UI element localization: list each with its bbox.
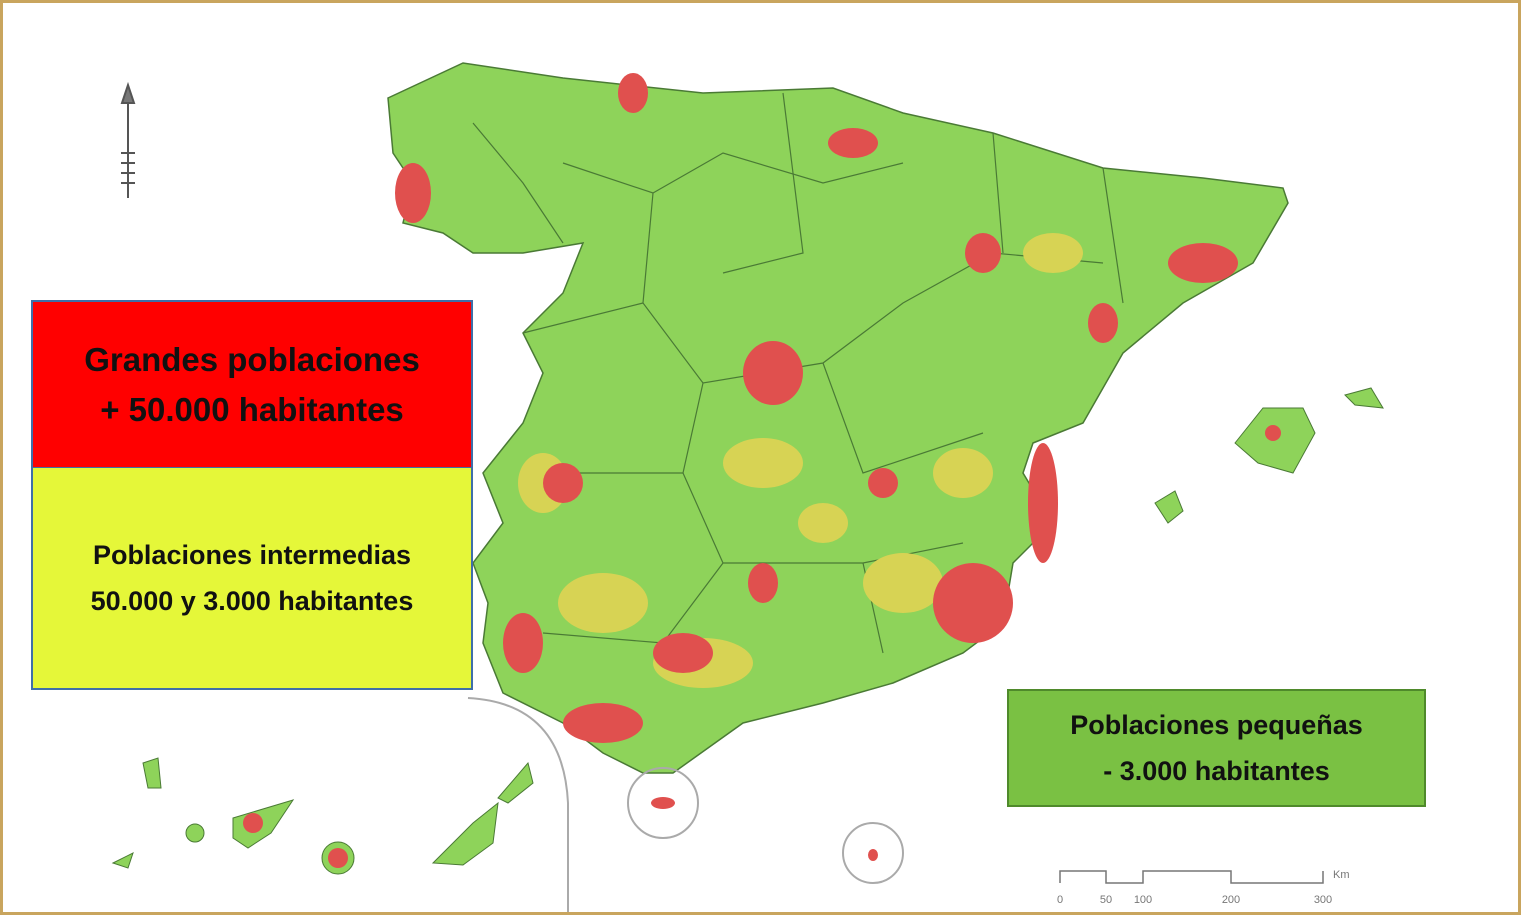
legend-text: Grandes poblaciones	[84, 335, 420, 385]
legend-large: Grandes poblaciones+ 50.000 habitantes	[31, 300, 473, 469]
scale-unit: Km	[1333, 869, 1350, 881]
scale-label: 50	[1100, 894, 1112, 906]
ceuta	[651, 797, 675, 809]
map-frame: 0 50 100 200 300 Km Grandes poblaciones+ 50.…	[0, 0, 1521, 915]
balearic-islands	[1155, 388, 1383, 523]
scale-label: 200	[1222, 894, 1240, 906]
scale-label: 300	[1314, 894, 1332, 906]
page: {"legend": [ {"lines": ["Grandes poblaci…	[0, 0, 1521, 915]
legend-text: + 50.000 habitantes	[100, 385, 404, 435]
legend-small: Poblaciones pequeñas- 3.000 habitantes	[1007, 689, 1426, 807]
scale-bar	[1060, 871, 1323, 883]
legend-text: Poblaciones intermedias	[93, 532, 411, 578]
legend-text: - 3.000 habitantes	[1103, 748, 1330, 794]
scale-label: 0	[1057, 894, 1063, 906]
north-arrow	[121, 85, 135, 198]
melilla	[868, 849, 878, 861]
scale-label: 100	[1134, 894, 1152, 906]
canary-islands	[113, 758, 533, 874]
legend-text: Poblaciones pequeñas	[1070, 702, 1363, 748]
inset-border	[468, 698, 568, 912]
legend-text: 50.000 y 3.000 habitantes	[91, 578, 414, 624]
